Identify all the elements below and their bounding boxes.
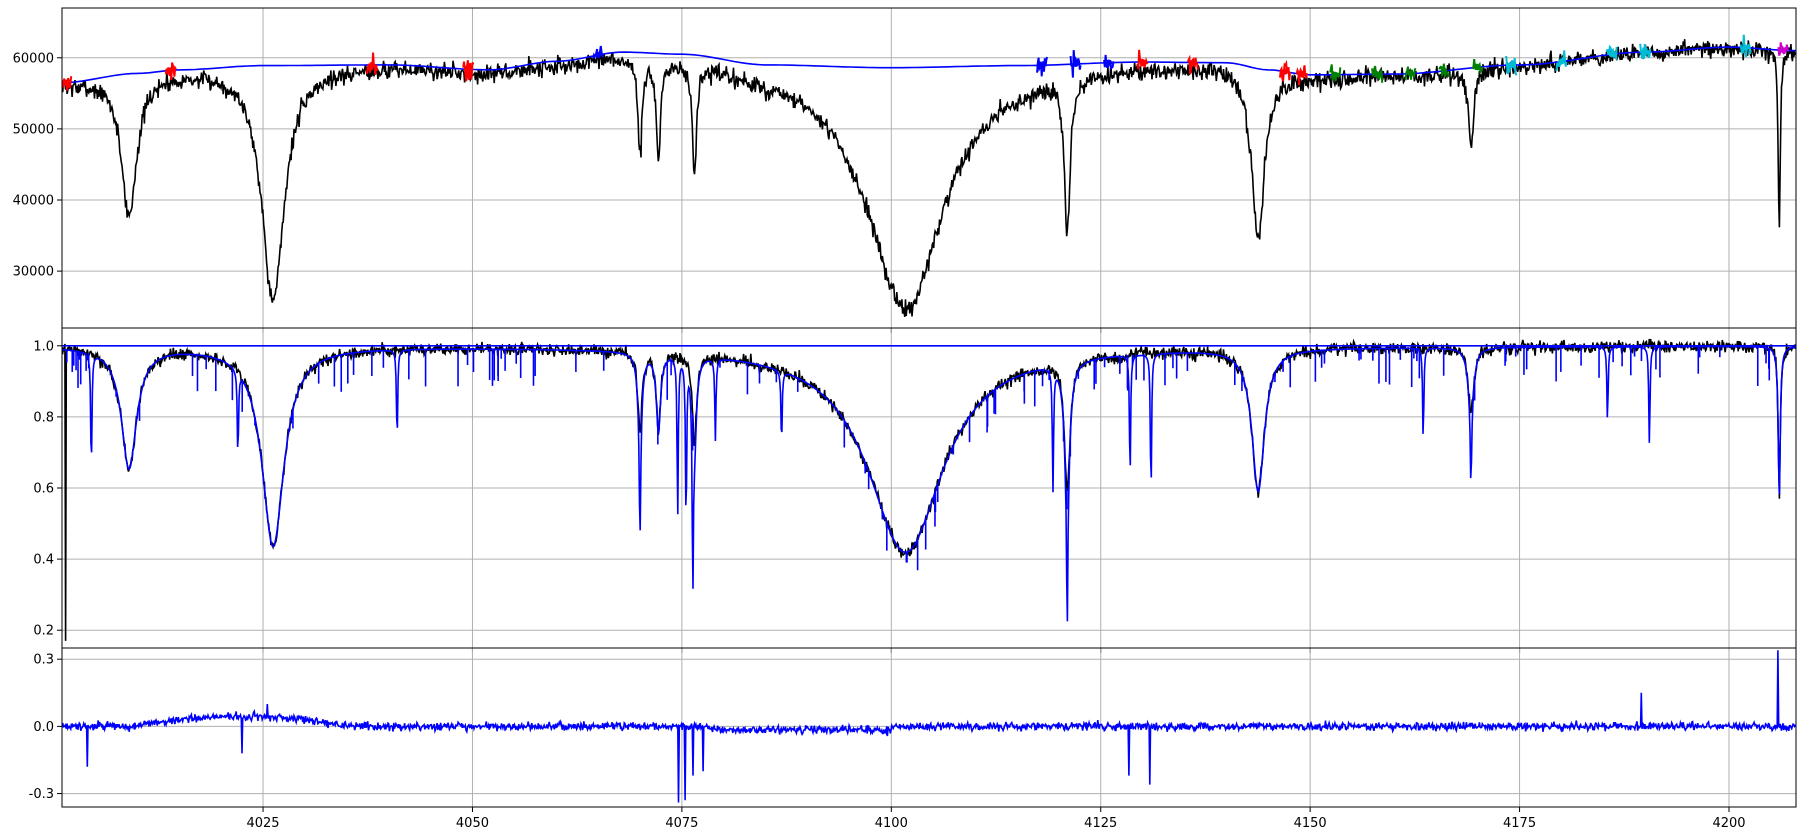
continuum-fit-series (62, 46, 1796, 84)
grid-lines (62, 8, 1796, 328)
continuum-point-marker (1742, 44, 1749, 51)
continuum-point (1036, 56, 1049, 77)
continuum-point-segment (1279, 59, 1291, 82)
continuum-point (1186, 54, 1199, 75)
continuum-point (1438, 63, 1450, 79)
x-tick-label: 4125 (1084, 816, 1117, 831)
continuum-point-marker (368, 61, 375, 68)
continuum-point (1404, 66, 1417, 81)
continuum-point-marker (1780, 47, 1787, 54)
panel-residuals: -0.3 0.0 0.3 4025 4050 4075 4100 4125 4150 4175 42… (29, 647, 1797, 831)
continuum-point (1329, 64, 1342, 81)
continuum-point-segment (1036, 56, 1049, 77)
y-tick-label: 40000 (13, 194, 54, 209)
x-tick-label: 4150 (1294, 816, 1327, 831)
continuum-point-marker (1441, 67, 1448, 74)
continuum-point (1295, 65, 1308, 86)
plot-area (62, 338, 1796, 641)
spectrum-series (62, 39, 1796, 318)
y-tick-label: -0.3 (29, 787, 54, 802)
plot-area (62, 34, 1796, 318)
continuum-point (1739, 34, 1752, 58)
continuum-point-marker (1608, 51, 1615, 58)
continuum-point-marker (465, 66, 472, 73)
continuum-point-marker (1282, 68, 1289, 75)
continuum-point-marker (1474, 64, 1481, 71)
continuum-point (1136, 49, 1149, 70)
continuum-point-marker (1106, 59, 1113, 66)
y-tick-label: 0.2 (33, 624, 54, 639)
continuum-point-marker (1642, 49, 1649, 56)
continuum-point-marker (1374, 71, 1381, 78)
y-tick-label: 0.4 (33, 553, 54, 568)
continuum-point (164, 62, 177, 81)
y-tick-label: 0.8 (33, 410, 54, 425)
continuum-point-marker (1189, 59, 1196, 66)
model-spectrum-series (62, 345, 1796, 622)
panel-frame (61, 7, 1797, 329)
continuum-point (1371, 65, 1384, 83)
continuum-point (462, 60, 475, 82)
continuum-point-marker (167, 67, 174, 74)
continuum-point-segment (1739, 34, 1752, 58)
x-tick-label: 4050 (456, 816, 489, 831)
continuum-point (1069, 50, 1082, 78)
observed-spectrum-series (62, 338, 1796, 641)
continuum-point-marker (1508, 62, 1515, 69)
continuum-point-marker (1298, 71, 1305, 78)
continuum-point (1639, 43, 1652, 59)
x-tick-label: 4175 (1503, 816, 1536, 831)
y-tick-label: 0.3 (33, 653, 54, 668)
continuum-point-segment (164, 62, 177, 81)
grid-lines (62, 328, 1796, 648)
continuum-point (1605, 44, 1618, 61)
y-tick-label: 30000 (13, 265, 54, 280)
x-tick-label: 4025 (246, 816, 279, 831)
continuum-point (365, 52, 378, 75)
continuum-point (1103, 54, 1115, 70)
continuum-point (1555, 50, 1568, 72)
continuum-point-marker (1558, 58, 1565, 65)
continuum-point (1505, 55, 1518, 76)
x-tick-label: 4075 (665, 816, 698, 831)
continuum-point-segment (1438, 63, 1450, 79)
continuum-point (1777, 42, 1790, 56)
y-tick-label: 1.0 (33, 339, 54, 354)
continuum-point-marker (1139, 59, 1146, 66)
plot-area (62, 650, 1796, 803)
continuum-point-marker (1072, 60, 1079, 67)
continuum-point-marker (1332, 71, 1339, 78)
continuum-point-marker (595, 52, 602, 59)
continuum-point-marker (1039, 62, 1046, 69)
continuum-point-marker (1407, 70, 1414, 77)
x-tick-label: 4100 (875, 816, 908, 831)
y-tick-label: 50000 (13, 122, 54, 137)
continuum-point-segment (365, 52, 378, 75)
continuum-point (1279, 59, 1291, 82)
continuum-point-marker (63, 79, 70, 86)
panel-frame (61, 647, 1797, 808)
panel-raw-spectrum: 30000 40000 50000 60000 (13, 7, 1797, 333)
continuum-point (1471, 58, 1484, 75)
panel-normalized-spectrum: 0.2 0.4 0.6 0.8 1.0 (33, 327, 1797, 653)
residual-series (62, 650, 1796, 803)
y-tick-label: 0.6 (33, 482, 54, 497)
y-tick-label: 0.0 (33, 720, 54, 735)
y-tick-label: 60000 (13, 51, 54, 66)
continuum-point (592, 45, 604, 59)
continuum-point (62, 76, 73, 91)
continuum-point-segment (1605, 44, 1618, 61)
x-tick-label: 4200 (1712, 816, 1745, 831)
